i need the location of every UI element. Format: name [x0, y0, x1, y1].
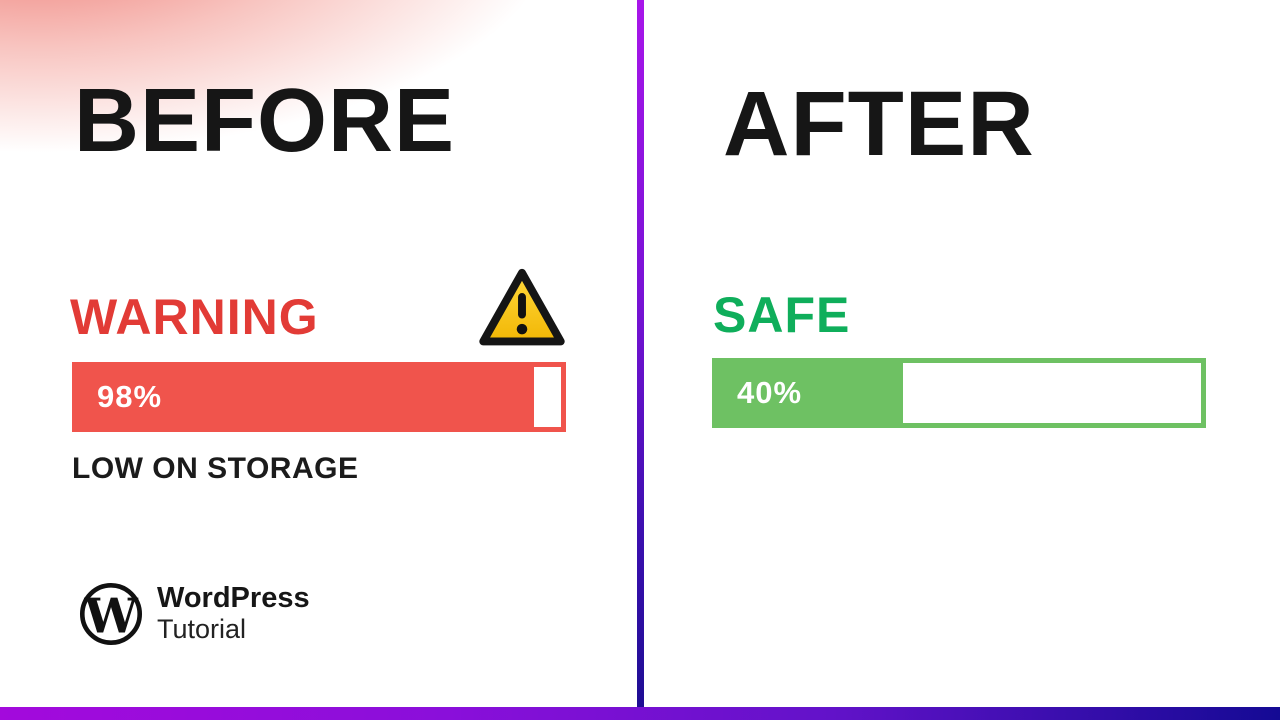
brand-subtitle: Tutorial: [157, 614, 247, 645]
vertical-divider: [637, 0, 644, 720]
after-panel: AFTER SAFE 40%: [644, 0, 1280, 720]
progress-fill: 98%: [77, 367, 535, 427]
safe-status-label: SAFE: [713, 287, 851, 343]
svg-text:W: W: [83, 588, 138, 644]
wordpress-logo: W: [78, 581, 144, 647]
before-title: BEFORE: [74, 71, 456, 171]
bottom-gradient-bar: [0, 707, 1280, 720]
brand-title: WordPress: [157, 581, 310, 614]
storage-caption: LOW ON STORAGE: [72, 452, 359, 485]
warning-status-label: WARNING: [70, 289, 319, 345]
brand-text: WordPress Tutorial: [157, 581, 310, 646]
progress-fill: 40%: [717, 363, 904, 423]
storage-progress-bar-after: 40%: [712, 358, 1206, 428]
progress-percent-label: 40%: [737, 375, 803, 410]
after-title: AFTER: [723, 73, 1035, 175]
warning-triangle-icon: [478, 266, 566, 350]
brand-block: W WordPress Tutorial: [78, 581, 310, 647]
progress-percent-label: 98%: [97, 379, 163, 414]
before-panel: BEFORE WARNING 98% LOW ON STORAGE: [0, 0, 637, 720]
storage-progress-bar-before: 98%: [72, 362, 566, 432]
